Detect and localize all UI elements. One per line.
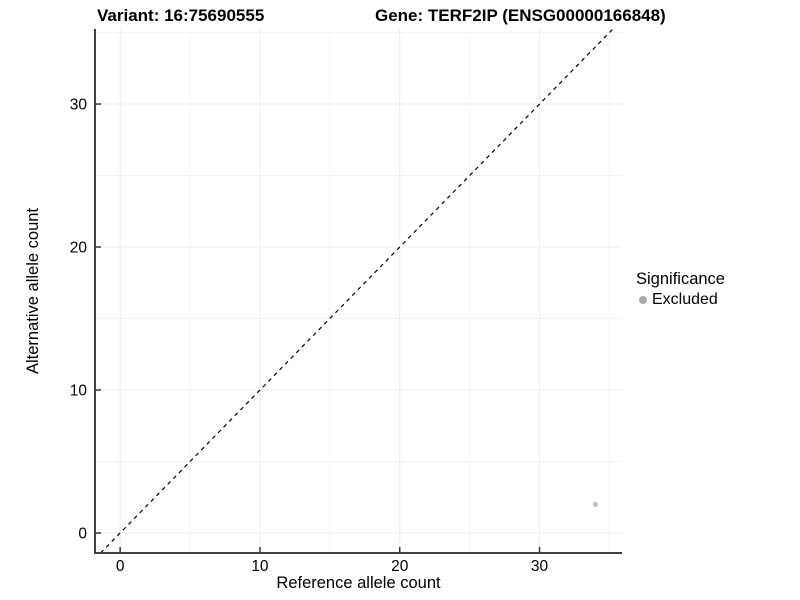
y-tick-label: 0 — [78, 525, 87, 542]
x-tick-label: 0 — [116, 558, 125, 575]
identity-line — [100, 28, 614, 554]
legend-marker-icon — [639, 295, 647, 304]
variant-title: Variant: 16:75690555 — [97, 6, 265, 25]
x-tick-label: 30 — [531, 558, 549, 575]
y-tick-label: 20 — [70, 240, 88, 257]
legend: Significance Excluded — [636, 269, 725, 309]
x-tick-label: 10 — [251, 558, 269, 575]
x-tick-label: 20 — [391, 558, 409, 575]
gene-title: Gene: TERF2IP (ENSG00000166848) — [375, 6, 666, 25]
y-axis-title: Alternative allele count — [24, 208, 42, 374]
data-point — [592, 501, 599, 507]
legend-title: Significance — [636, 270, 725, 288]
legend-item-label: Excluded — [652, 291, 718, 308]
y-tick-label: 30 — [70, 97, 88, 114]
legend-item-excluded: Excluded — [636, 290, 725, 309]
x-axis-title: Reference allele count — [276, 574, 441, 592]
y-tick-label: 10 — [70, 383, 88, 400]
